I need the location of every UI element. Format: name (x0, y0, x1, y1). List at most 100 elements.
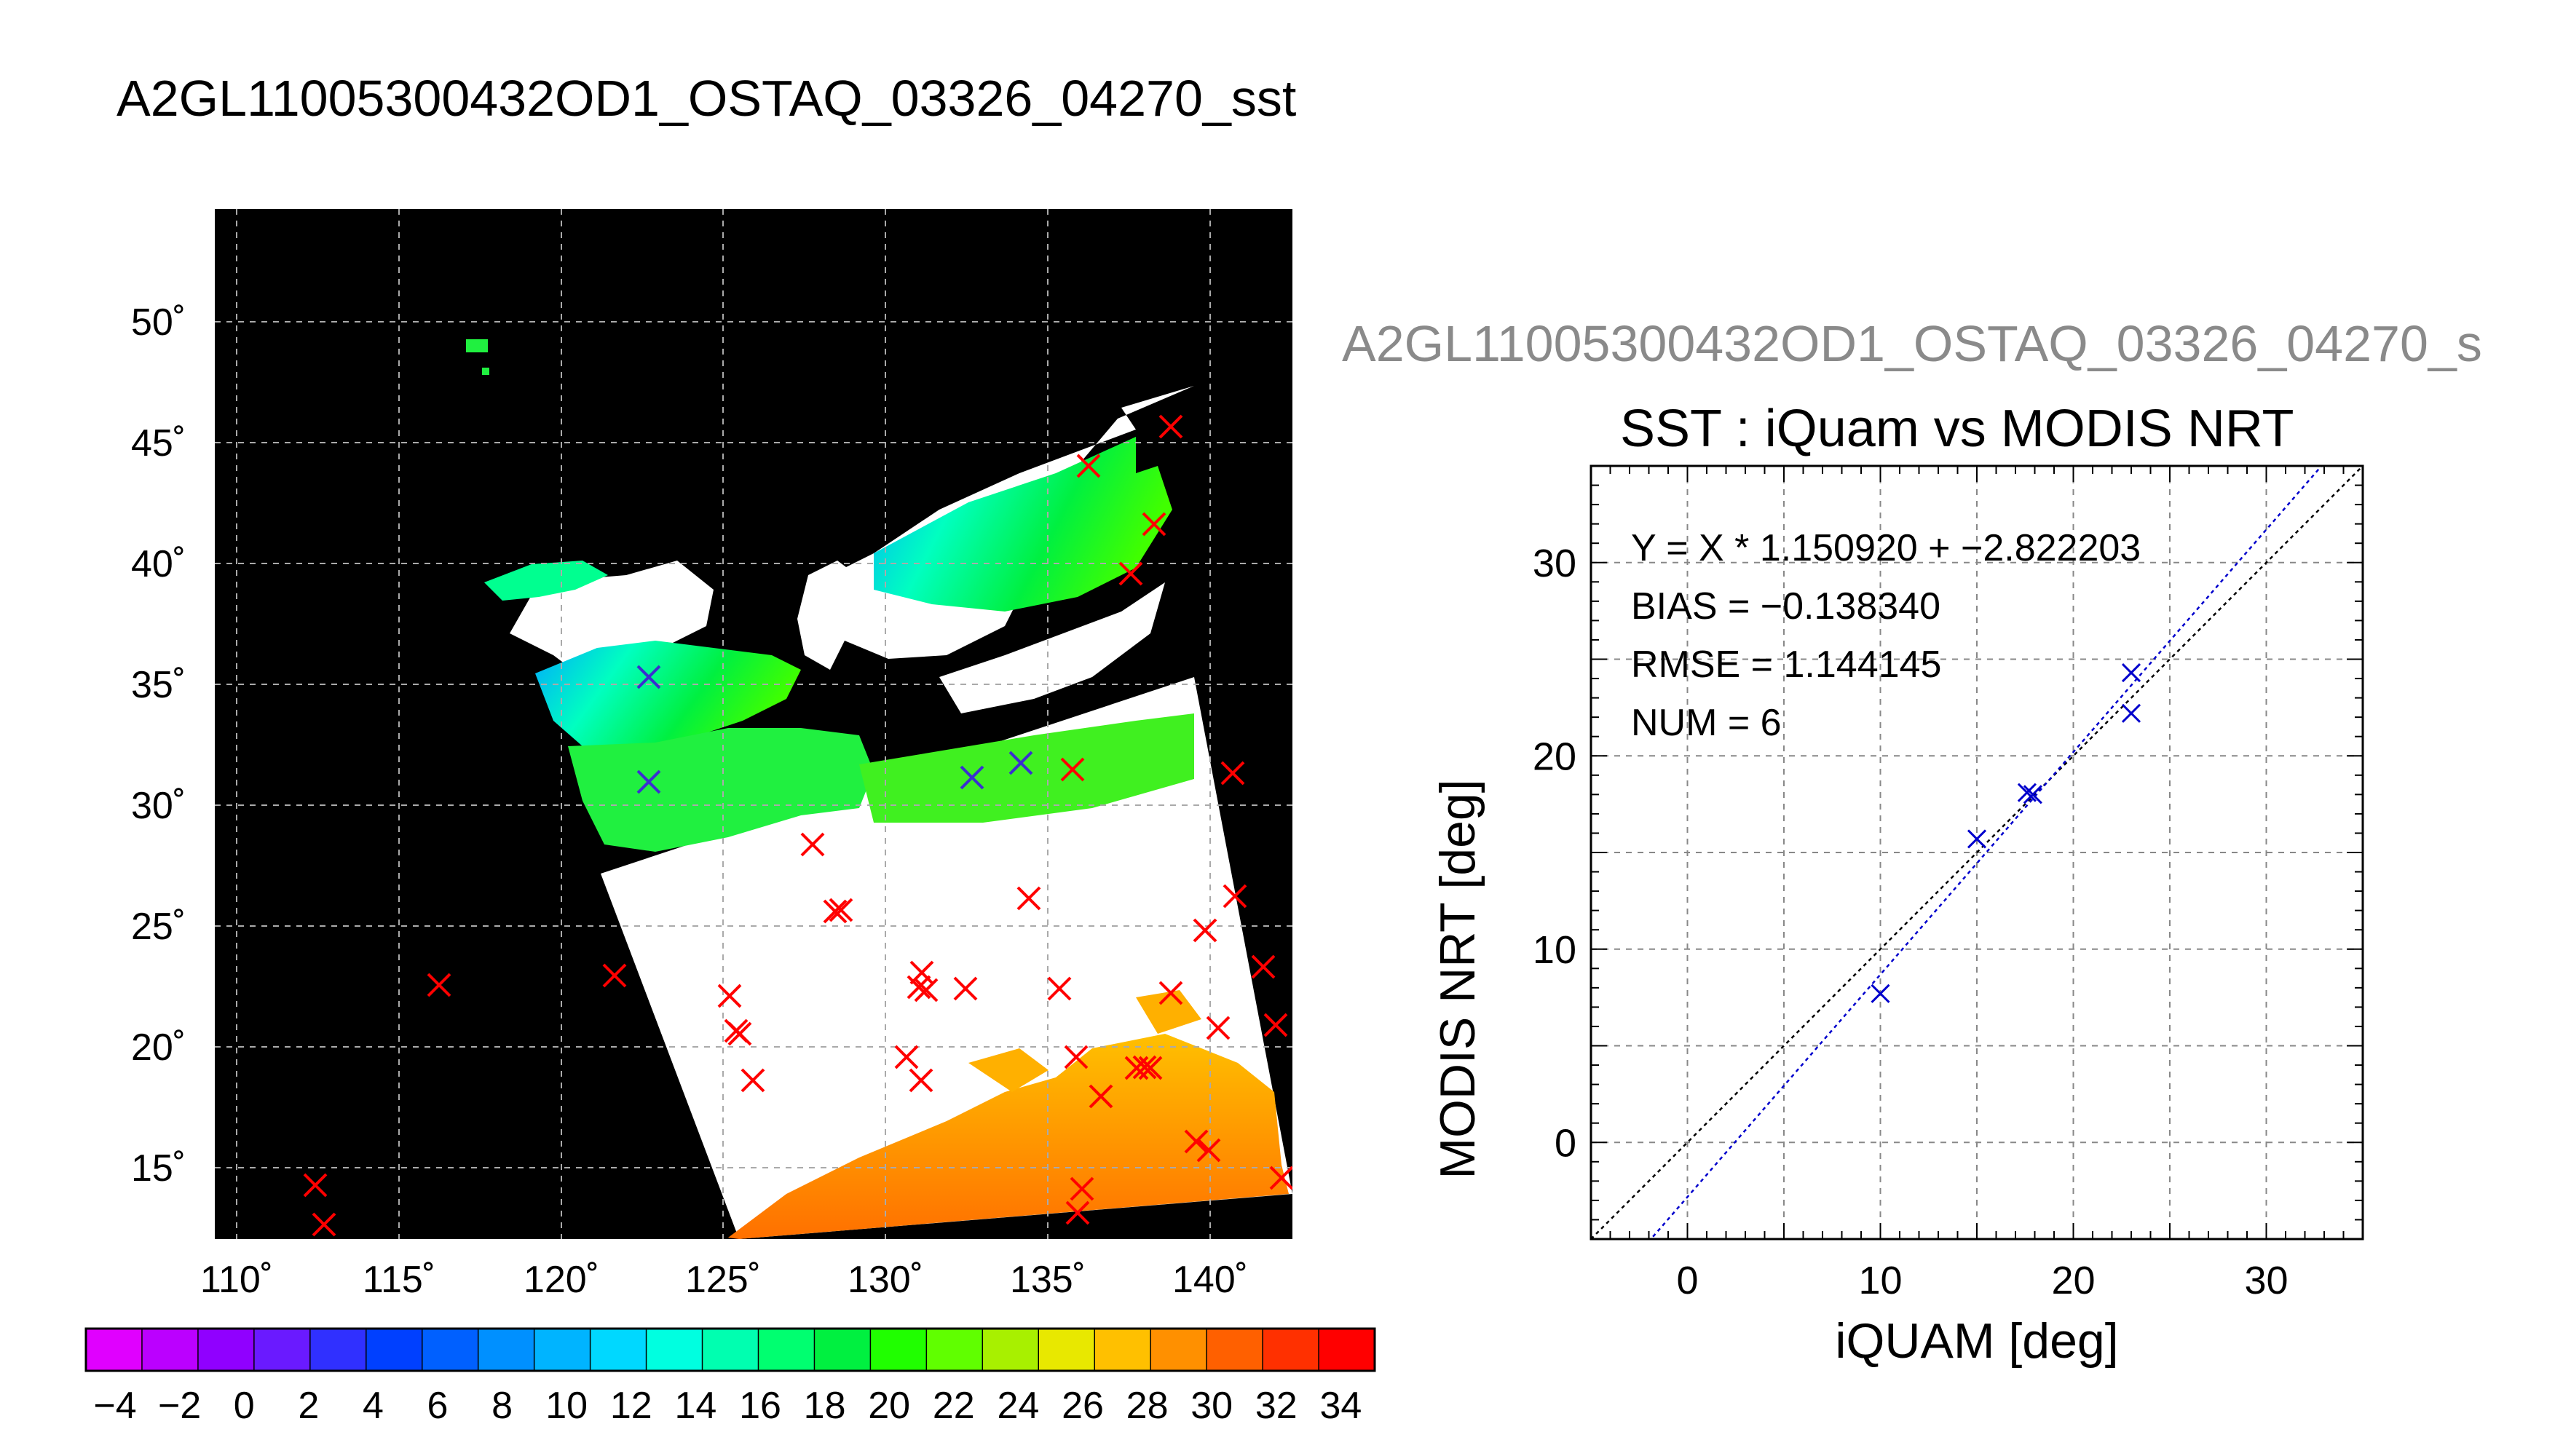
colorbar-cell (534, 1329, 591, 1371)
map-marker (1142, 512, 1166, 537)
lon-label: 110˚ (200, 1259, 273, 1301)
colorbar-cell (702, 1329, 759, 1371)
sst-yellow-sea (535, 641, 801, 750)
colorbar-label: 6 (427, 1385, 449, 1427)
map-marker (1196, 1138, 1221, 1163)
colorbar-cell (309, 1329, 367, 1371)
colorbar-label: 32 (1255, 1385, 1298, 1427)
colorbar-cell (1094, 1329, 1151, 1371)
lat-label: 20˚ (131, 1026, 186, 1069)
sst-tropical-patches (968, 990, 1201, 1092)
map-lon-labels: 110˚ 115˚ 120˚ 125˚ 130˚ 135˚ 140˚ (200, 1259, 1248, 1301)
map-marker (800, 832, 825, 857)
y-tick-label: 0 (1555, 1121, 1576, 1165)
lat-label: 50˚ (131, 301, 186, 344)
map-marker (1089, 1084, 1113, 1109)
map-grid (215, 209, 1292, 1239)
colorbar-label: 10 (545, 1385, 588, 1427)
land-korea (797, 561, 866, 670)
map-marker (727, 1021, 752, 1046)
map-marker (1206, 1016, 1231, 1040)
map-marker (312, 1212, 336, 1237)
sst-east-china-sea (568, 728, 874, 852)
lat-label: 40˚ (131, 543, 186, 585)
colorbar-cell (646, 1329, 703, 1371)
colorbar-label: 30 (1190, 1385, 1233, 1427)
x-axis-label: iQUAM [deg] (1835, 1313, 2118, 1369)
map-marker (1269, 1166, 1292, 1190)
x-tick-label: 10 (1858, 1259, 1902, 1302)
map-marker (823, 899, 848, 924)
fit-annotation: Y = X * 1.150920 + −2.822203 (1631, 527, 2141, 569)
map-marker (1251, 954, 1276, 979)
map-title: A2GL11005300432OD1_OSTAQ_03326_04270_sst (117, 70, 1297, 127)
colorbar-cell (1038, 1329, 1095, 1371)
colorbar-cell (814, 1329, 871, 1371)
map-marker (1076, 454, 1101, 478)
map-marker (914, 978, 939, 1002)
colorbar-cell (1150, 1329, 1207, 1371)
map-marker (1158, 414, 1183, 439)
map-marker (894, 1045, 919, 1069)
colorbar-cell (422, 1329, 479, 1371)
lon-label: 115˚ (363, 1259, 435, 1301)
colorbar-label: 14 (674, 1385, 716, 1427)
colorbar-cell (1207, 1329, 1263, 1371)
lat-label: 30˚ (131, 785, 186, 827)
map-marker (636, 769, 661, 794)
scatter-point (1967, 829, 1987, 849)
x-tick-label: 30 (2244, 1259, 2288, 1302)
map-marker (636, 665, 661, 689)
map-marker (1138, 1056, 1163, 1080)
map-marker (1060, 757, 1085, 782)
colorbar-label: 24 (997, 1385, 1039, 1427)
map-marker (1220, 761, 1245, 786)
land-japan (939, 582, 1165, 713)
colorbar-label: 18 (804, 1385, 846, 1427)
one-to-one-line (1591, 466, 2363, 1239)
y-tick-label: 10 (1533, 928, 1576, 972)
fit-annotation: BIAS = −0.138340 (1631, 585, 1940, 628)
map-marker (1047, 976, 1072, 1001)
map-marker (602, 963, 627, 988)
map-marker (1065, 1200, 1090, 1225)
scatter-outer-title: A2GL11005300432OD1_OSTAQ_03326_04270_s (1342, 315, 2482, 372)
map-marker (427, 973, 451, 997)
colorbar-label: 0 (234, 1385, 255, 1427)
colorbar-cell (253, 1329, 311, 1371)
scatter-point (2121, 703, 2141, 723)
lon-label: 140˚ (1172, 1259, 1248, 1301)
colorbar-cell (86, 1329, 143, 1371)
colorbar-label: −4 (93, 1385, 136, 1427)
map-lat-labels: 15˚ 20˚ 25˚ 30˚ 35˚ 40˚ 45˚ 50˚ (131, 301, 186, 1190)
colorbar: −4 −2 0 2 4 6 8 10 12 14 16 18 20 22 24 26 28 30 32 34 (84, 1327, 1376, 1427)
map-marker (909, 1068, 933, 1093)
x-tick-label: 0 (1676, 1259, 1698, 1302)
scatter-point (2017, 783, 2037, 802)
map-marker (1118, 561, 1143, 586)
scatter-plot: 0 10 20 30 0 10 20 30 Y = X * 1.150920 + −2.822… (1430, 464, 2364, 1369)
colorbar-cell (141, 1329, 199, 1371)
fit-annotation: NUM = 6 (1631, 702, 1782, 744)
colorbar-cell (478, 1329, 535, 1371)
lat-label: 35˚ (131, 664, 186, 706)
colorbar-label: 26 (1062, 1385, 1104, 1427)
map-marker (1016, 886, 1041, 911)
colorbar-cell (758, 1329, 815, 1371)
colorbar-label: 12 (610, 1385, 652, 1427)
map-marker (303, 1173, 328, 1198)
colorbar-cell (197, 1329, 255, 1371)
lon-label: 130˚ (848, 1259, 923, 1301)
map-marker (953, 976, 978, 1001)
map-marker (1008, 751, 1033, 775)
map-marker (1070, 1176, 1094, 1201)
colorbar-label: 16 (739, 1385, 781, 1427)
scatter-point (2023, 785, 2042, 804)
colorbar-label: −2 (158, 1385, 201, 1427)
sst-north (874, 437, 1172, 612)
colorbar-cell (590, 1329, 647, 1371)
map-marker (1064, 1045, 1089, 1069)
colorbar-label: 34 (1319, 1385, 1362, 1427)
lon-label: 125˚ (685, 1259, 761, 1301)
lon-label: 120˚ (524, 1259, 599, 1301)
